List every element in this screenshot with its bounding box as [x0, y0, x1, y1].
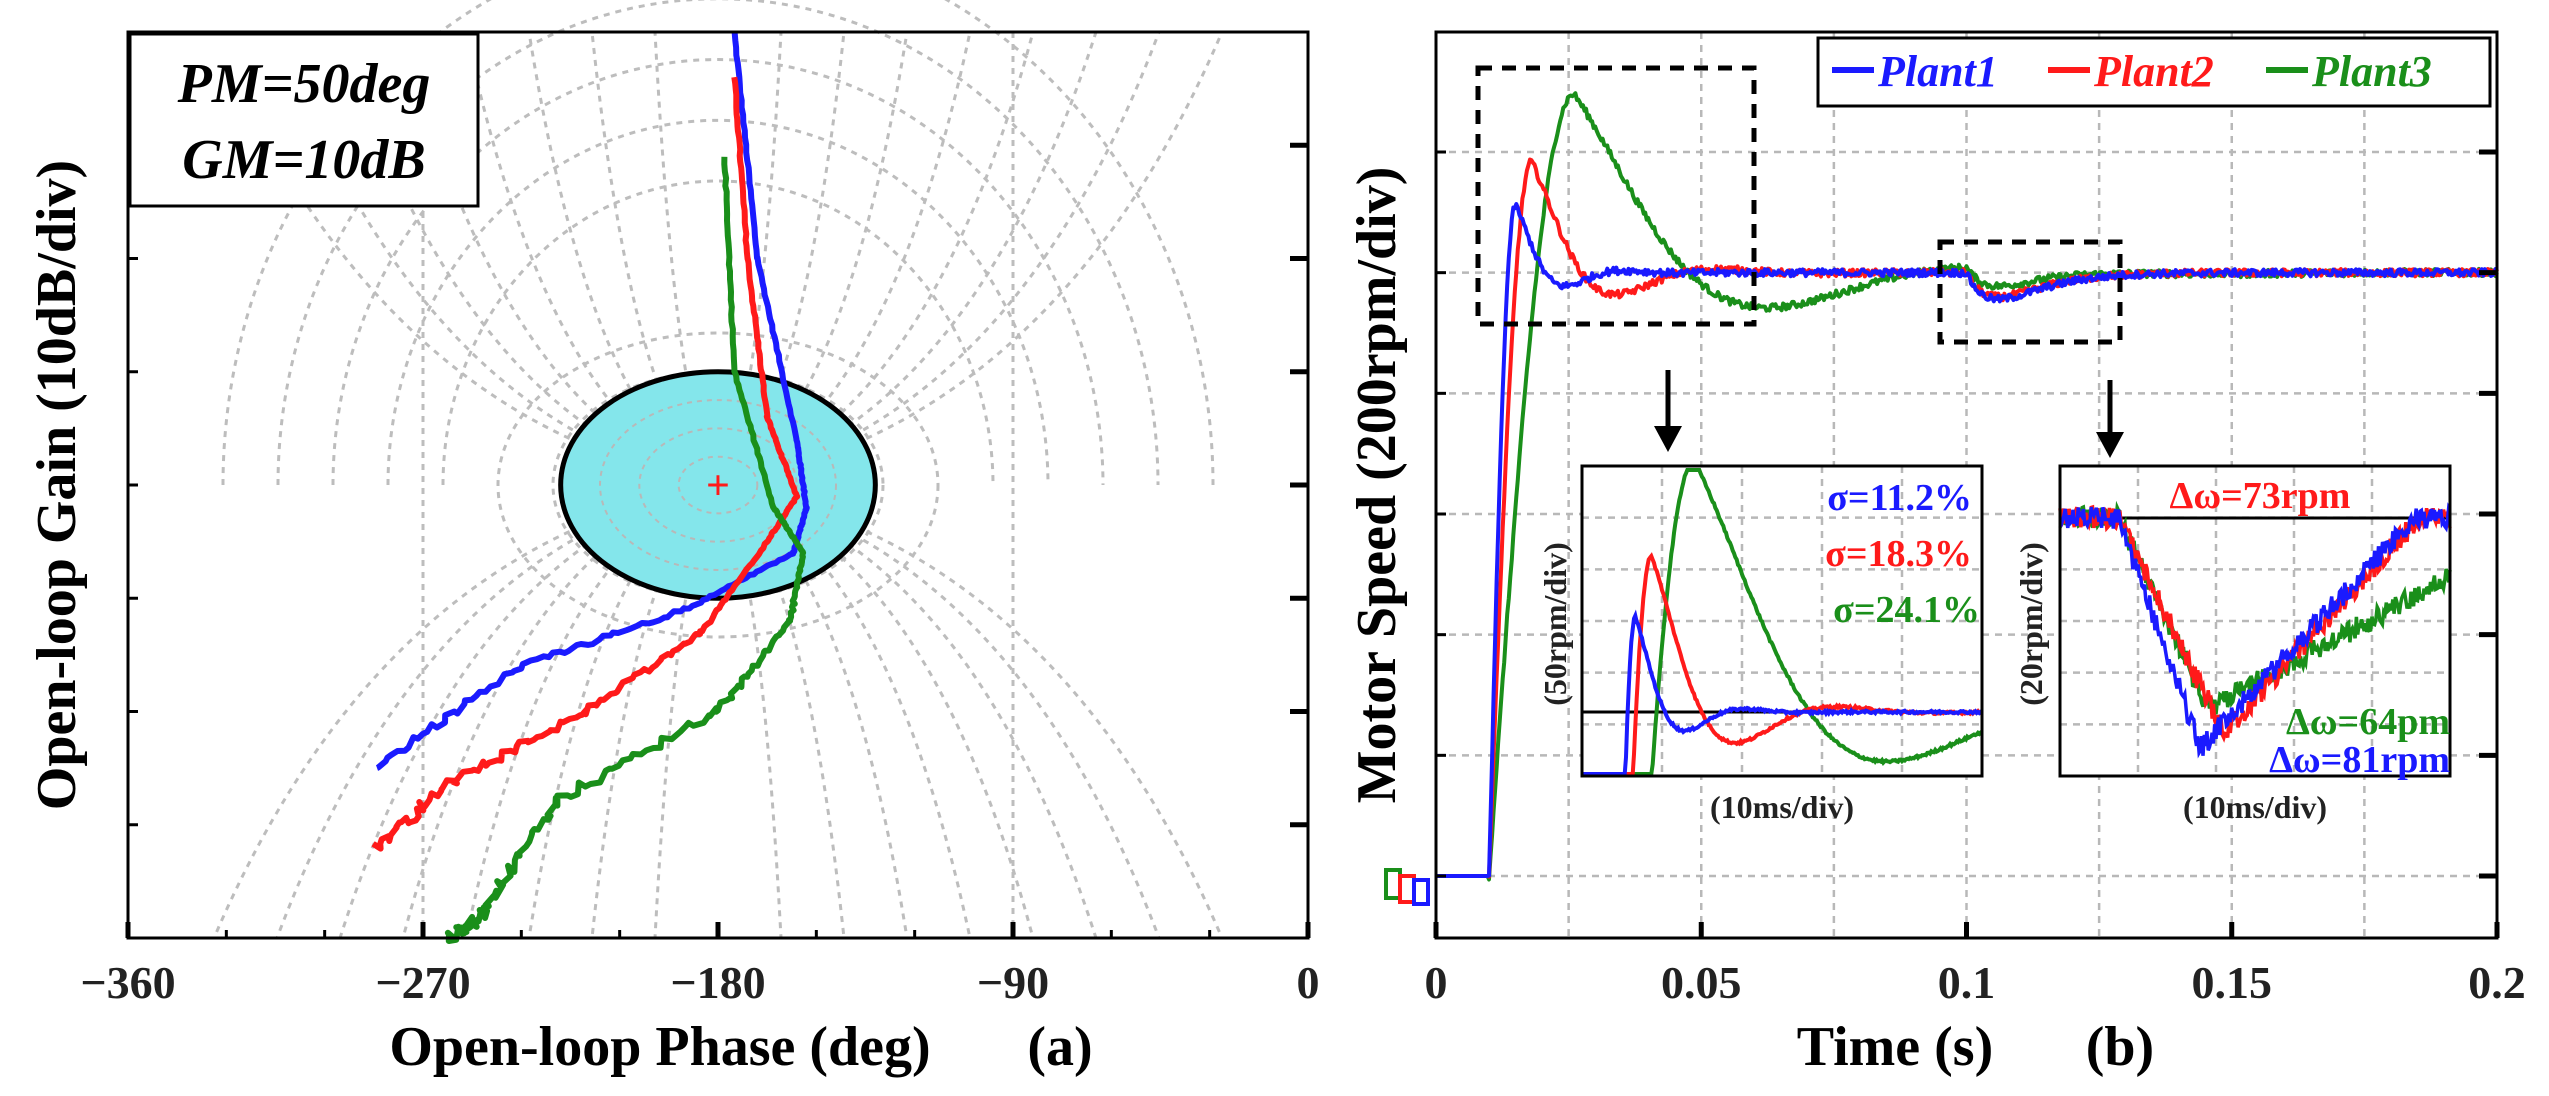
- nichols-series: [371, 31, 810, 944]
- nichols-series-plant3: [444, 156, 807, 944]
- pm-annotation: PM=50deg: [177, 53, 431, 115]
- nichols-y-axis-title: Open-loop Gain (10dB/div): [26, 160, 88, 810]
- nichols-x-tick-label: −90: [977, 957, 1049, 1008]
- stability-region-contour: [638, 427, 798, 543]
- inset1-x-label: (10ms/div): [1710, 789, 1854, 825]
- initial-markers: [1384, 868, 1430, 906]
- nichols-gain-contour: [441, 179, 995, 486]
- overshoot-inset: σ=11.2% σ=18.3% σ=24.1% (10ms/div) (50rp…: [1537, 464, 1984, 825]
- overshoot-arrow: [1654, 370, 1682, 452]
- inset2-x-label: (10ms/div): [2183, 789, 2327, 825]
- nichols-panel-label: (a): [1027, 1016, 1092, 1078]
- nichols-gain-contour: [496, 331, 940, 639]
- nichols-phase-contour: [717, 31, 846, 939]
- overshoot-zoom-box: [1475, 65, 1757, 327]
- inset1-sigma-plant3: σ=24.1%: [1833, 589, 1980, 631]
- nichols-tick-labels: −360 −270 −180 −90 0: [80, 957, 1319, 1008]
- inset1-sigma-plant1: σ=11.2%: [1827, 477, 1972, 519]
- nichols-ticks: [125, 142, 1311, 938]
- gm-annotation: GM=10dB: [182, 129, 426, 191]
- nichols-gain-contour: [386, 118, 1050, 486]
- inset2-series-plant2: [2058, 504, 2452, 743]
- legend-plant1: Plant1: [1877, 47, 1998, 96]
- inset2-dw-plant3: Δω=64pm: [2286, 701, 2450, 743]
- inset1-y-label: (50rpm/div): [1537, 542, 1573, 706]
- speed-series-plant1: [1435, 202, 2499, 878]
- disturbance-zoom-box: [1937, 239, 2123, 345]
- nichols-phase-contour: [590, 31, 719, 939]
- inset2-y-label: (20rpm/div): [2013, 542, 2049, 706]
- margin-annotation-box: PM=50deg GM=10dB: [128, 32, 480, 208]
- inset2-series-plant1: [2058, 502, 2452, 759]
- critical-point-marker: +: [706, 463, 730, 509]
- speed-panel-label: (b): [2086, 1016, 2154, 1078]
- nichols-x-tick-label: −180: [670, 957, 765, 1008]
- speed-x-tick-label: 0.2: [2468, 957, 2526, 1008]
- speed-x-axis-title: Time (s): [1797, 1016, 1994, 1078]
- nichols-gain-contour: [276, 0, 1160, 486]
- nichols-x-tick-label: 0: [1297, 957, 1320, 1008]
- nichols-x-tick-label: −270: [375, 957, 470, 1008]
- stability-region-contour: [677, 455, 759, 515]
- nichols-x-axis-title: Open-loop Phase (deg): [389, 1016, 930, 1078]
- speed-x-tick-label: 0.1: [1938, 957, 1996, 1008]
- legend-plant3: Plant3: [2311, 47, 2432, 96]
- legend-plant2: Plant2: [2093, 47, 2214, 96]
- speed-panel: 0 0.05 0.1 0.15 0.2 σ=11.2% σ=18.3% σ=24.1%: [1346, 30, 2526, 1078]
- speed-x-tick-label: 0.15: [2192, 957, 2273, 1008]
- nichols-series-plant2: [371, 76, 801, 852]
- inset2-dw-plant1: Δω=81rpm: [2269, 739, 2450, 781]
- inset2-dw-plant2: Δω=73rpm: [2170, 475, 2351, 517]
- speed-legend: Plant1 Plant2 Plant3: [1816, 36, 2492, 108]
- inset1-sigma-plant2: σ=18.3%: [1825, 533, 1972, 575]
- speed-tick-labels: 0 0.05 0.1 0.15 0.2: [1425, 957, 2526, 1008]
- nichols-panel: + −360 −270 −180 −90 0 PM=50deg GM=10dB Open…: [26, 0, 1320, 1078]
- nichols-x-tick-label: −360: [80, 957, 175, 1008]
- speed-series: [1435, 91, 2499, 882]
- nichols-series-plant1: [375, 31, 810, 771]
- speed-y-axis-title: Motor Speed (200rpm/div): [1346, 167, 1408, 804]
- speed-x-tick-label: 0: [1425, 957, 1448, 1008]
- speed-x-tick-label: 0.05: [1661, 957, 1742, 1008]
- stability-region-contour: [599, 399, 837, 571]
- inset1-series-plant1: [1582, 609, 1983, 776]
- stability-ellipse: +: [558, 369, 878, 601]
- nichols-gain-contour: [331, 57, 1105, 486]
- inset1-series-plant3: [1582, 468, 1984, 776]
- speed-ticks: [1433, 149, 2500, 938]
- disturbance-arrow: [2096, 380, 2124, 458]
- disturbance-inset: Δω=73rpm Δω=64pm Δω=81rpm (10ms/div) (20…: [2013, 464, 2452, 825]
- nichols-phase-contour: [717, 31, 1224, 939]
